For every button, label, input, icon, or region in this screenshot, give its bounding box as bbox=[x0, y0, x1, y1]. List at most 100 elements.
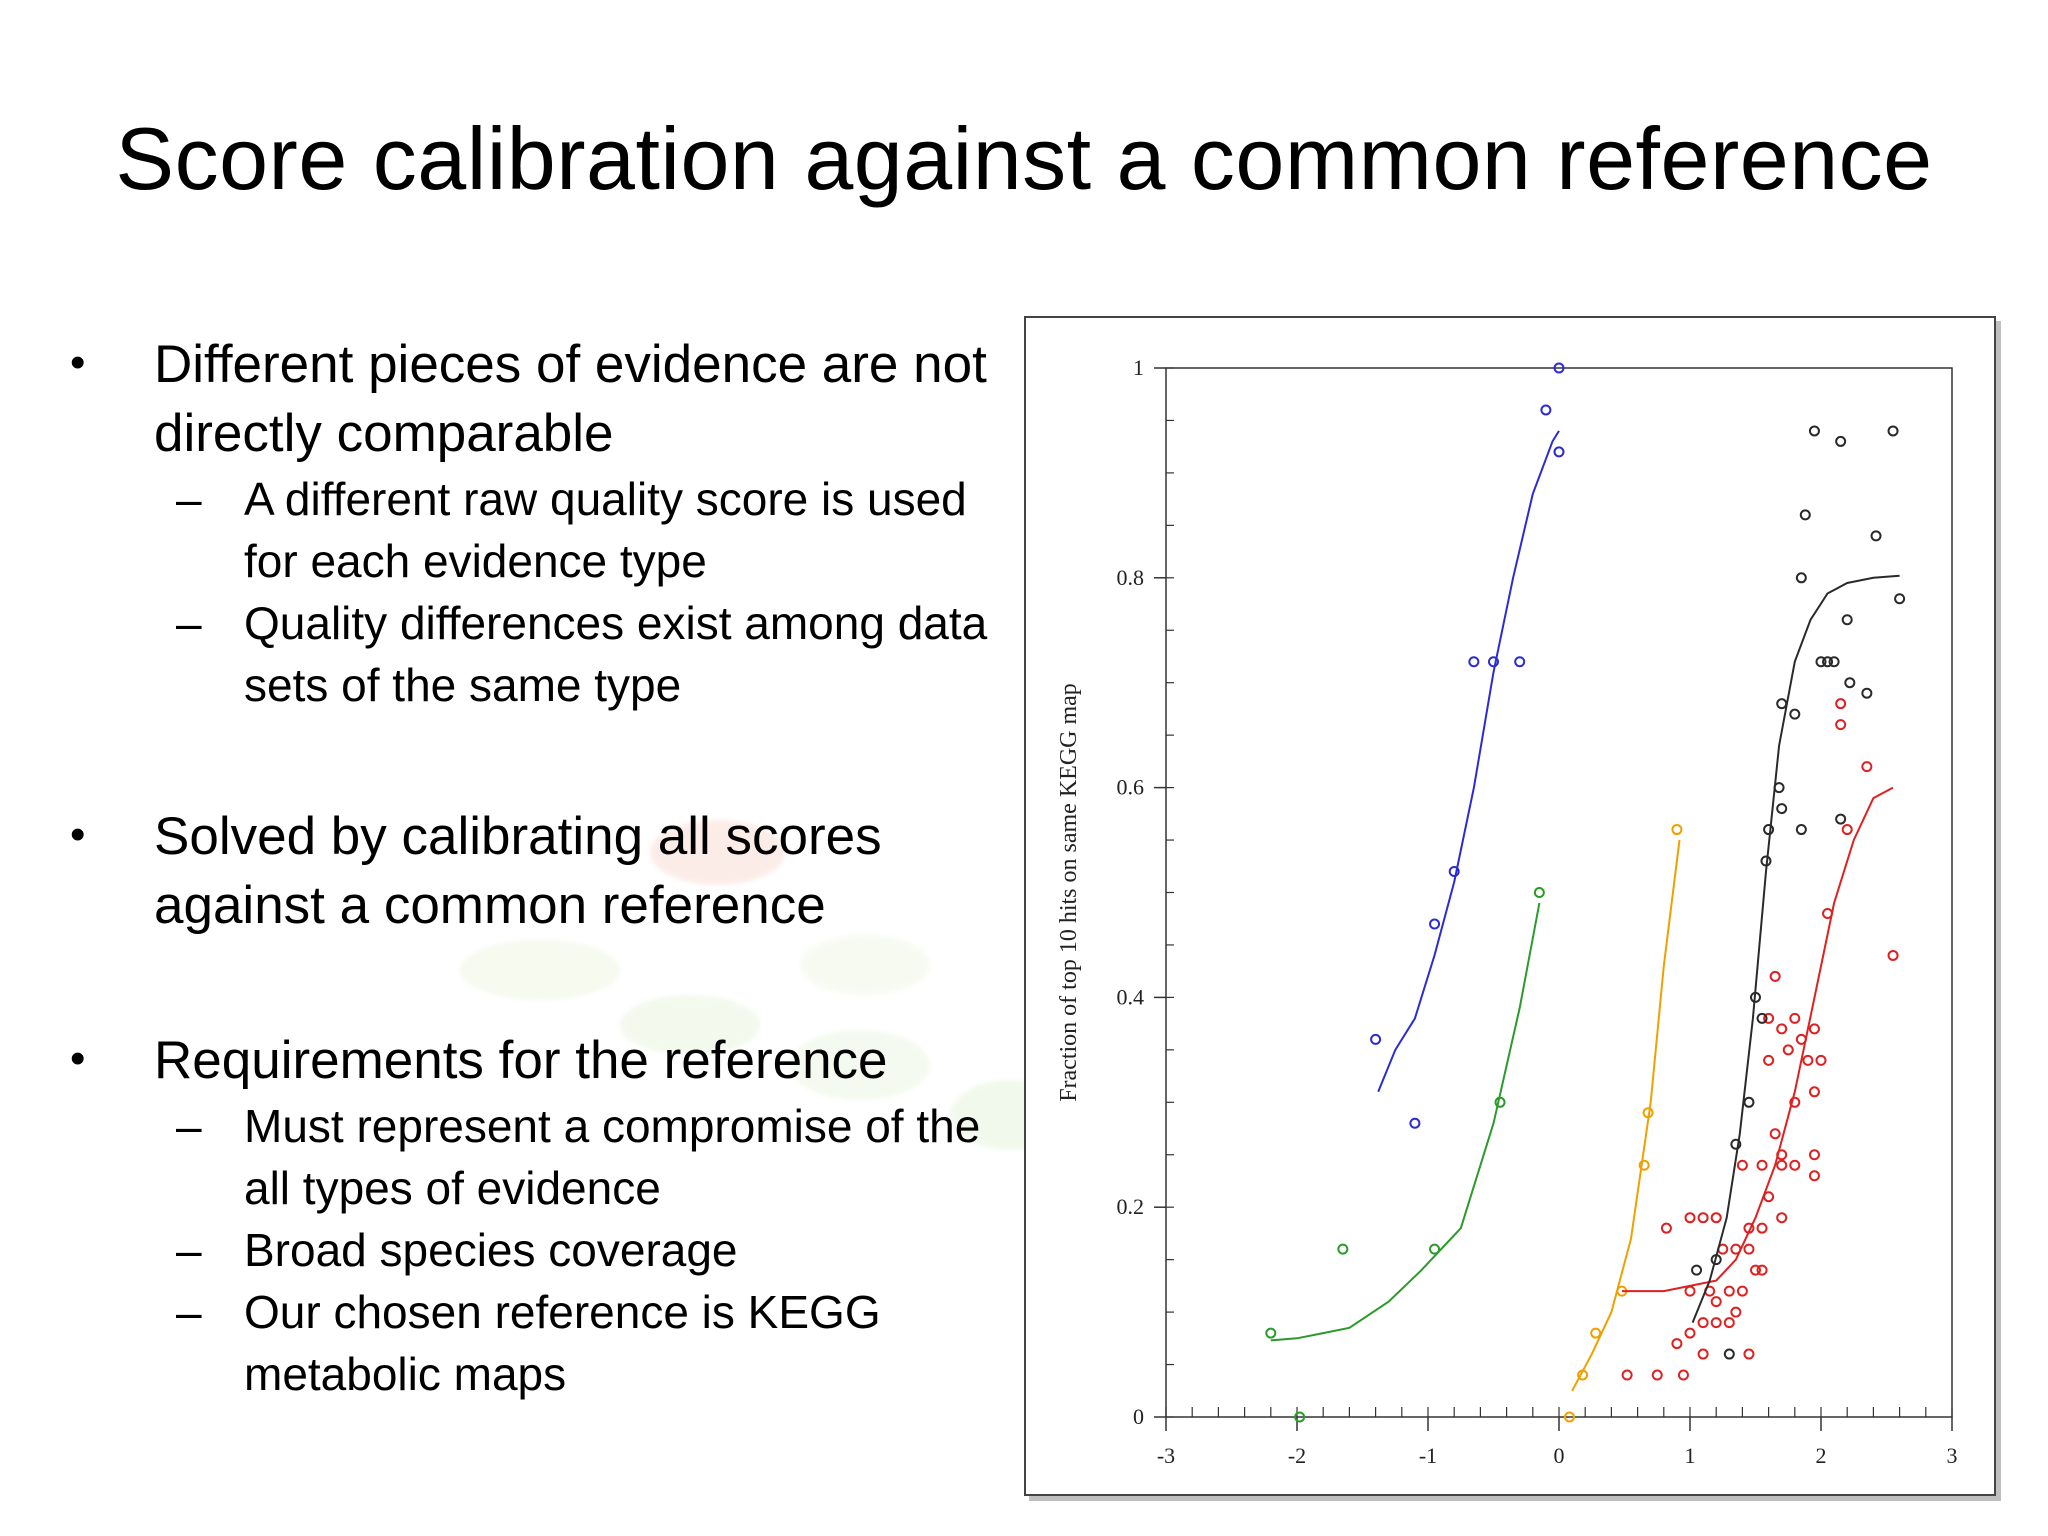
sub-bullet-mark: – bbox=[176, 1286, 202, 1338]
x-tick-label: -1 bbox=[1419, 1443, 1437, 1468]
data-point bbox=[1756, 1264, 1768, 1276]
data-point bbox=[1265, 1327, 1277, 1339]
y-axis-label: Fraction of top 10 hits on same KEGG map bbox=[1056, 683, 1082, 1102]
sub-bullet-item: – Must represent a compromise of the all… bbox=[70, 1095, 990, 1219]
sub-bullet-text: Quality differences exist among data set… bbox=[244, 597, 988, 711]
data-point bbox=[1822, 907, 1834, 919]
data-point bbox=[1730, 1138, 1742, 1150]
data-point bbox=[1533, 887, 1545, 898]
bullet-list: • Different pieces of evidence are not d… bbox=[70, 330, 990, 1405]
data-point bbox=[1763, 1054, 1775, 1066]
data-point bbox=[1697, 1317, 1709, 1329]
data-point bbox=[1621, 1369, 1633, 1381]
data-point bbox=[1710, 1212, 1722, 1224]
data-point bbox=[1697, 1348, 1709, 1360]
data-point bbox=[1697, 1212, 1709, 1224]
data-point bbox=[1861, 761, 1873, 773]
y-tick-label: 1 bbox=[1133, 355, 1144, 380]
data-point bbox=[1638, 1159, 1650, 1171]
data-point bbox=[1789, 1159, 1801, 1171]
data-point bbox=[1795, 824, 1807, 836]
y-tick-label: 0 bbox=[1133, 1404, 1144, 1429]
data-point bbox=[1671, 1338, 1683, 1350]
y-tick-label: 0.8 bbox=[1117, 565, 1145, 590]
data-point bbox=[1684, 1327, 1696, 1339]
data-point bbox=[1691, 1264, 1703, 1276]
data-point bbox=[1756, 1012, 1768, 1024]
data-point bbox=[1671, 824, 1683, 836]
sub-bullet-item: – A different raw quality score is used … bbox=[70, 468, 990, 592]
data-point bbox=[1808, 425, 1820, 437]
data-point bbox=[1887, 949, 1899, 961]
data-point bbox=[1822, 656, 1834, 668]
series-fit-line bbox=[1691, 574, 1900, 1323]
data-point bbox=[1743, 1096, 1755, 1108]
x-tick-label: 2 bbox=[1816, 1443, 1827, 1468]
y-tick-label: 0.4 bbox=[1117, 984, 1145, 1009]
data-point bbox=[1861, 687, 1873, 699]
data-point bbox=[1799, 509, 1811, 521]
data-point bbox=[1776, 1023, 1788, 1035]
bullet-text: Solved by calibrating all scores against… bbox=[154, 807, 882, 935]
data-point bbox=[1723, 1285, 1735, 1297]
data-point bbox=[1815, 1054, 1827, 1066]
bullet-text: Requirements for the reference bbox=[154, 1031, 888, 1090]
data-point bbox=[1763, 1012, 1775, 1024]
data-point bbox=[1763, 824, 1775, 836]
sub-bullet-item: – Quality differences exist among data s… bbox=[70, 592, 990, 716]
data-point bbox=[1776, 1212, 1788, 1224]
data-point bbox=[1370, 1033, 1382, 1045]
data-point bbox=[1756, 1222, 1768, 1234]
sub-bullet-text: Must represent a compromise of the all t… bbox=[244, 1100, 981, 1214]
data-point bbox=[1795, 572, 1807, 584]
sub-bullet-mark: – bbox=[176, 597, 202, 649]
data-point bbox=[1429, 918, 1441, 930]
data-point bbox=[1494, 1096, 1506, 1108]
plot-area-border bbox=[1165, 367, 1953, 1418]
data-point bbox=[1710, 1317, 1722, 1329]
sub-bullet-text: A different raw quality score is used fo… bbox=[244, 473, 967, 587]
data-point bbox=[1642, 1107, 1654, 1119]
data-point bbox=[1660, 1222, 1672, 1234]
data-point bbox=[1337, 1243, 1349, 1255]
data-point bbox=[1844, 677, 1856, 689]
background-blob bbox=[460, 940, 620, 1000]
data-point bbox=[1808, 1149, 1820, 1161]
background-blob bbox=[620, 995, 760, 1055]
sub-bullet-mark: – bbox=[176, 1100, 202, 1152]
series-fit-line bbox=[1571, 839, 1681, 1392]
data-point bbox=[1887, 425, 1899, 437]
data-point bbox=[1710, 1296, 1722, 1308]
data-point bbox=[1841, 824, 1853, 836]
data-point bbox=[1488, 656, 1499, 668]
chart-frame: 0 0.2 0.4 0.6 0.8 1 -3 -2 -1 0 1 2 3 Fraction of top … bbox=[1024, 316, 1996, 1496]
data-point bbox=[1684, 1212, 1696, 1224]
data-point bbox=[1835, 813, 1847, 825]
data-point bbox=[1776, 1159, 1788, 1171]
data-point bbox=[1448, 866, 1460, 878]
sub-bullet-mark: – bbox=[176, 473, 202, 525]
data-point bbox=[1782, 1044, 1794, 1056]
bullet-item: • Solved by calibrating all scores again… bbox=[70, 802, 990, 940]
sub-bullet-mark: – bbox=[176, 1224, 202, 1276]
data-point bbox=[1429, 1243, 1441, 1255]
data-point bbox=[1828, 656, 1840, 668]
background-blob bbox=[800, 935, 930, 995]
bullet-mark: • bbox=[70, 810, 86, 859]
data-point bbox=[1743, 1348, 1755, 1360]
background-blob bbox=[790, 1030, 930, 1100]
bullet-mark: • bbox=[70, 1034, 86, 1083]
x-tick-label: 1 bbox=[1685, 1443, 1696, 1468]
data-point bbox=[1815, 656, 1827, 668]
data-point bbox=[1835, 698, 1847, 710]
data-point bbox=[1553, 362, 1565, 374]
data-point bbox=[1677, 1369, 1689, 1381]
data-point bbox=[1808, 1086, 1820, 1098]
background-blob bbox=[650, 820, 785, 885]
data-point bbox=[1802, 1054, 1814, 1066]
data-point bbox=[1651, 1369, 1663, 1381]
data-point bbox=[1756, 1159, 1768, 1171]
data-point bbox=[1776, 1149, 1788, 1161]
data-point bbox=[1684, 1285, 1696, 1297]
data-point bbox=[1563, 1411, 1575, 1423]
